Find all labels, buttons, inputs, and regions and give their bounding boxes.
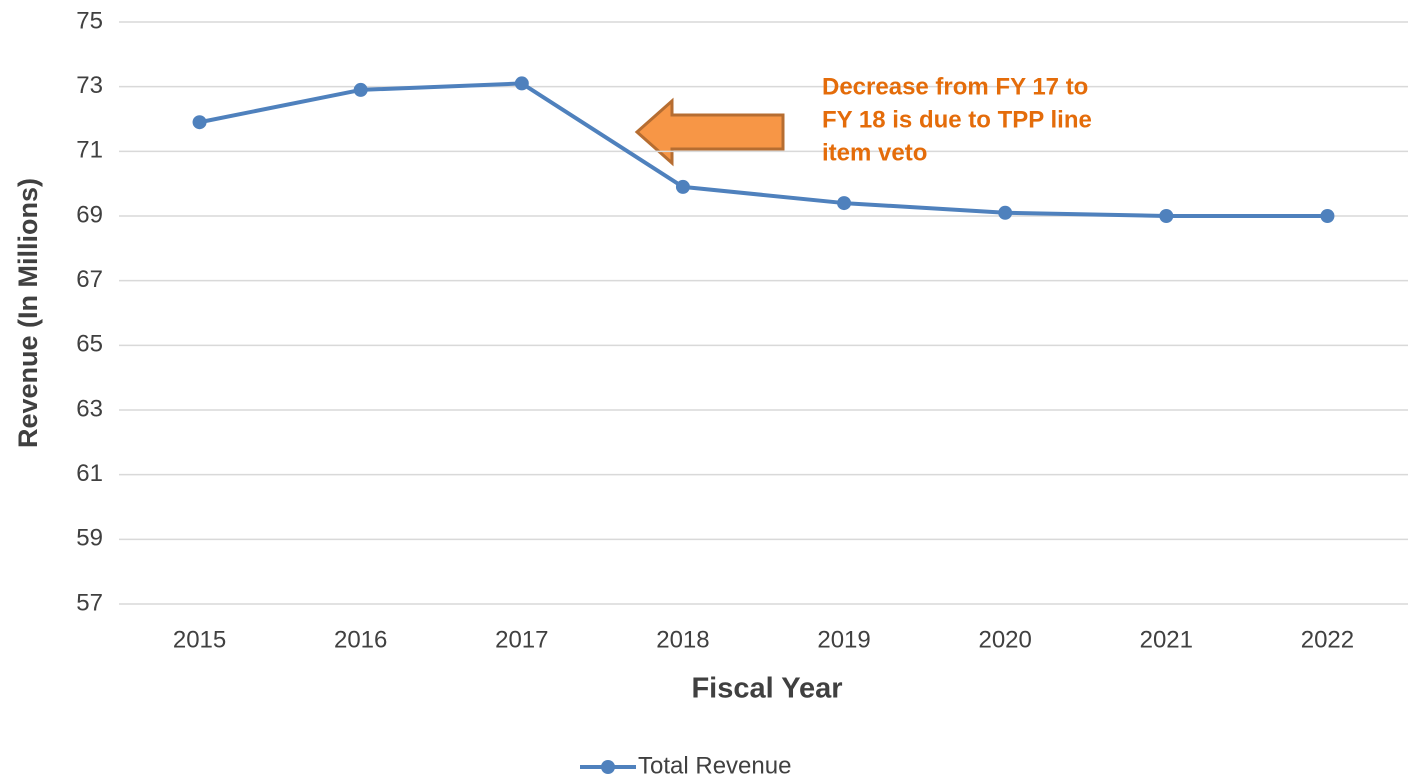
x-tick-label: 2022 (1301, 626, 1354, 653)
data-point (998, 205, 1013, 220)
y-tick-label: 63 (76, 395, 103, 422)
series-line (199, 81, 1328, 218)
x-tick-label: 2020 (978, 626, 1031, 653)
y-tick-label: 65 (76, 331, 103, 358)
y-tick-label: 71 (76, 137, 103, 164)
x-tick-label: 2015 (173, 626, 226, 653)
data-point (1320, 209, 1335, 223)
y-tick-label: 69 (76, 201, 103, 228)
data-point (353, 82, 368, 97)
y-tick-label: 75 (76, 7, 103, 34)
annotation: Decrease from FY 17 to (822, 73, 1088, 100)
x-tick-label: 2017 (495, 626, 548, 653)
x-axis-label: Fiscal Year (691, 673, 842, 705)
y-tick-label: 67 (76, 266, 103, 293)
data-point (192, 115, 207, 130)
y-axis-label: Revenue (In Millions) (13, 178, 43, 448)
x-tick-label: 2019 (817, 626, 870, 653)
data-point (514, 76, 529, 91)
x-tick-label: 2016 (334, 626, 387, 653)
legend-marker (601, 760, 615, 774)
y-tick-label: 57 (76, 589, 103, 616)
data-point (675, 179, 690, 194)
y-tick-label: 73 (76, 72, 103, 99)
annotation: FY 18 is due to TPP line (822, 106, 1092, 133)
data-point (837, 196, 852, 211)
data-point (1159, 209, 1174, 223)
y-tick-label: 61 (76, 460, 103, 487)
annotation: item veto (822, 139, 927, 166)
legend-label: Total Revenue (638, 752, 791, 779)
y-tick-label: 59 (76, 525, 103, 552)
x-tick-label: 2018 (656, 626, 709, 653)
annotation-arrow (634, 97, 785, 167)
x-tick-label: 2021 (1140, 626, 1193, 653)
